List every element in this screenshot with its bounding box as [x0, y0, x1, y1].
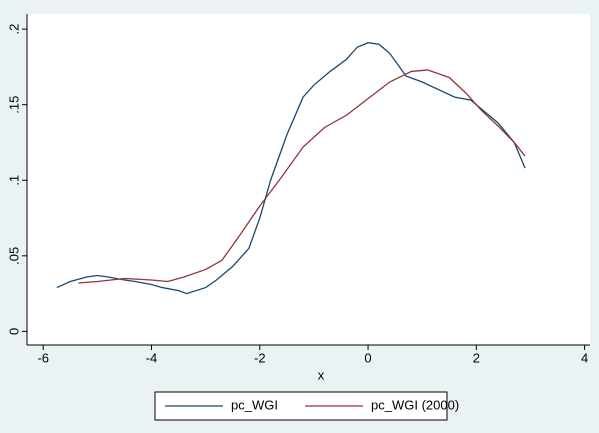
x-tick-label: 2	[473, 350, 480, 365]
x-tick-label: -4	[146, 350, 158, 365]
legend-label: pc_WGI (2000)	[371, 397, 459, 412]
x-tick-label: 4	[581, 350, 588, 365]
line-series	[78, 69, 526, 284]
line-series	[56, 42, 526, 295]
y-tick-label: 0	[6, 328, 21, 335]
plot-area	[27, 14, 590, 345]
y-tick-label: .15	[6, 96, 21, 114]
x-tick-label: -6	[37, 350, 49, 365]
x-axis-label: x	[318, 367, 325, 382]
y-tick-label: .2	[6, 24, 21, 35]
legend-label: pc_WGI	[231, 397, 278, 412]
y-tick-label: .1	[6, 175, 21, 186]
x-tick-label: -2	[254, 350, 266, 365]
x-tick-label: 0	[364, 350, 371, 365]
y-tick-label: .05	[6, 247, 21, 265]
